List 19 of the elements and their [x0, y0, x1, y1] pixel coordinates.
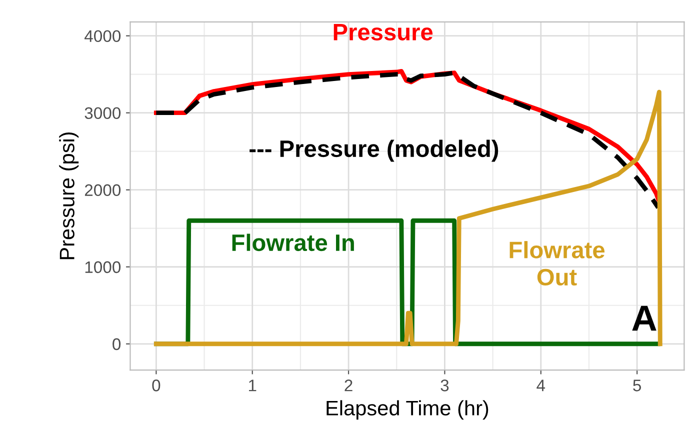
- x-tick-label: 0: [152, 380, 160, 392]
- y-axis-title: Pressure (psi): [59, 132, 79, 260]
- y-tick-label: 2000: [84, 184, 121, 196]
- x-tick-label: 3: [440, 380, 449, 392]
- y-tick-label: 1000: [85, 261, 121, 274]
- series-label: --- Pressure (modeled): [250, 140, 498, 162]
- y-tick-label: 3000: [84, 107, 121, 120]
- series-label: Pressure: [334, 24, 433, 40]
- x-tick-label: 1: [248, 380, 256, 392]
- x-tick-label: 5: [633, 380, 641, 392]
- x-tick-label: 4: [536, 380, 546, 392]
- y-tick-label: 4000: [84, 30, 121, 42]
- annotation: A: [632, 306, 656, 331]
- y-tick-label: 0: [112, 338, 121, 350]
- x-tick-label: 2: [344, 380, 352, 392]
- series-label: Flowrate In: [232, 234, 354, 252]
- line-series: [154, 90, 662, 346]
- x-axis-title: Elapsed Time (hr): [326, 400, 488, 420]
- series-label: Flowrate Out: [510, 241, 605, 286]
